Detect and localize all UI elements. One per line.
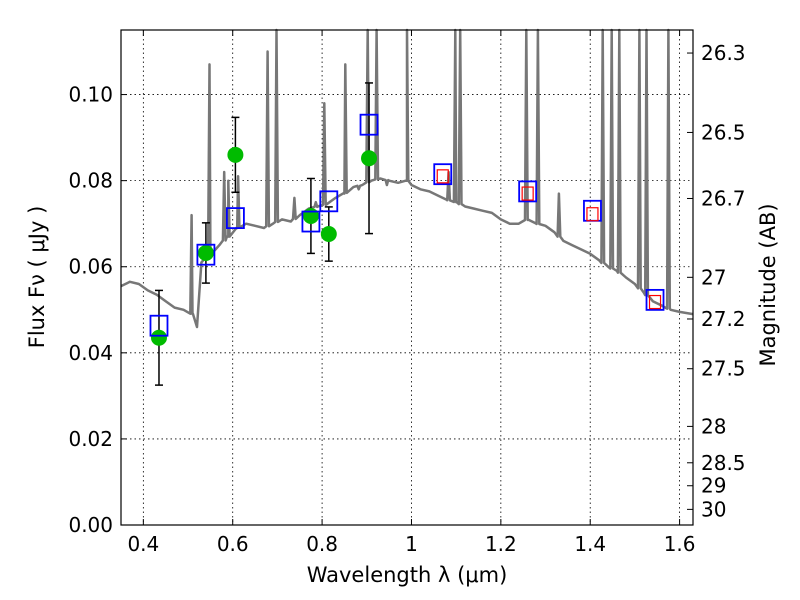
x-tick-label: 0.8 [306, 532, 338, 556]
observed-point [227, 146, 244, 163]
y-tick-label: 0.06 [68, 255, 113, 279]
model-square [225, 207, 245, 230]
y-tick-label: 0.08 [68, 169, 113, 193]
magnitude-tick-label: 30 [701, 497, 726, 521]
magnitude-tick-label: 29 [701, 474, 726, 498]
y-tick-label: 0.00 [68, 513, 113, 537]
model-square [196, 243, 216, 266]
model-square [645, 288, 665, 311]
y-tick-label: 0.04 [68, 341, 113, 365]
model-square [149, 314, 169, 337]
y-tick-label: 0.02 [68, 427, 113, 451]
magnitude-tick-label: 27.2 [701, 307, 746, 331]
model-prediction-square [648, 294, 662, 310]
x-tick-label: 1.6 [664, 532, 696, 556]
magnitude-tick-label: 26.3 [701, 41, 746, 65]
points-layer [149, 82, 665, 386]
observed-point [320, 226, 337, 243]
x-tick-label: 0.6 [217, 532, 249, 556]
model-square [301, 210, 321, 233]
plot-area [121, 30, 693, 526]
y-tick-label: 0.10 [68, 83, 113, 107]
x-tick-label: 1.2 [485, 532, 517, 556]
magnitude-tick-label: 27 [701, 265, 726, 289]
observed-point [302, 207, 319, 224]
x-tick-label: 1.4 [574, 532, 606, 556]
magnitude-tick-label: 26.7 [701, 186, 746, 210]
model-square [433, 163, 453, 186]
magnitude-tick-label: 28.5 [701, 451, 746, 475]
axes-layer: 0.4 0.6 0.8 1 1.2 1.4 1.6 0.00 0.02 0.04 0.06 0.08 0… [68, 30, 746, 556]
model-prediction-square [521, 186, 534, 201]
model-prediction-square [436, 169, 449, 184]
magnitude-tick-label: 26.5 [701, 120, 746, 144]
y-axis-title: Flux Fν ( μJy ) [25, 206, 49, 349]
observed-point [150, 329, 167, 346]
x-axis-title: Wavelength λ (μm) [307, 563, 508, 587]
observed-point [361, 150, 378, 167]
model-prediction-square [586, 207, 599, 222]
magnitude-tick-label: 27.5 [701, 357, 746, 381]
model-square [518, 180, 538, 203]
magnitude-tick-label: 28 [701, 414, 726, 438]
x-tick-label: 0.4 [127, 532, 159, 556]
x-tick-label: 1 [405, 532, 418, 556]
model-square [319, 190, 339, 213]
model-square [359, 113, 379, 136]
observed-point [197, 244, 214, 261]
magnitude-axis-title: Magnitude (AB) [756, 203, 780, 366]
